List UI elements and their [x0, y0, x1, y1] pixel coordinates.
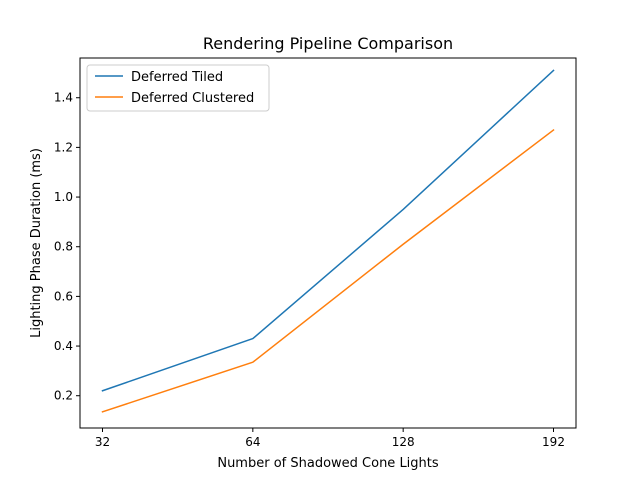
- legend-box: [86, 64, 270, 112]
- x-axis-label: Number of Shadowed Cone Lights: [217, 456, 439, 471]
- x-tick-label: 32: [95, 435, 110, 449]
- legend-label-0: Deferred Tiled: [131, 70, 223, 85]
- y-tick-label: 1.0: [54, 190, 73, 204]
- x-tick-label: 64: [245, 435, 260, 449]
- y-tick-label: 1.4: [54, 91, 73, 105]
- legend-label-1: Deferred Clustered: [131, 91, 254, 106]
- y-tick-label: 0.8: [54, 240, 73, 254]
- y-tick-label: 1.2: [54, 140, 73, 154]
- legend: Deferred Tiled Deferred Clustered: [86, 64, 270, 112]
- x-tick-label: 192: [542, 435, 565, 449]
- y-axis-label: Lighting Phase Duration (ms): [29, 148, 44, 338]
- y-tick-label: 0.4: [54, 339, 73, 353]
- y-axis: 0.2 0.4 0.6 0.8 1.0 1.2 1.4: [54, 91, 80, 403]
- y-tick-label: 0.6: [54, 289, 73, 303]
- y-tick-label: 0.2: [54, 389, 73, 403]
- chart-title: Rendering Pipeline Comparison: [203, 34, 453, 53]
- series-line-0: [101, 69, 555, 392]
- plot-area: [79, 57, 577, 429]
- series-line-1: [101, 128, 555, 413]
- x-tick-label: 128: [392, 435, 415, 449]
- x-axis: 32 64 128 192: [95, 428, 565, 449]
- series-layer: [101, 69, 555, 413]
